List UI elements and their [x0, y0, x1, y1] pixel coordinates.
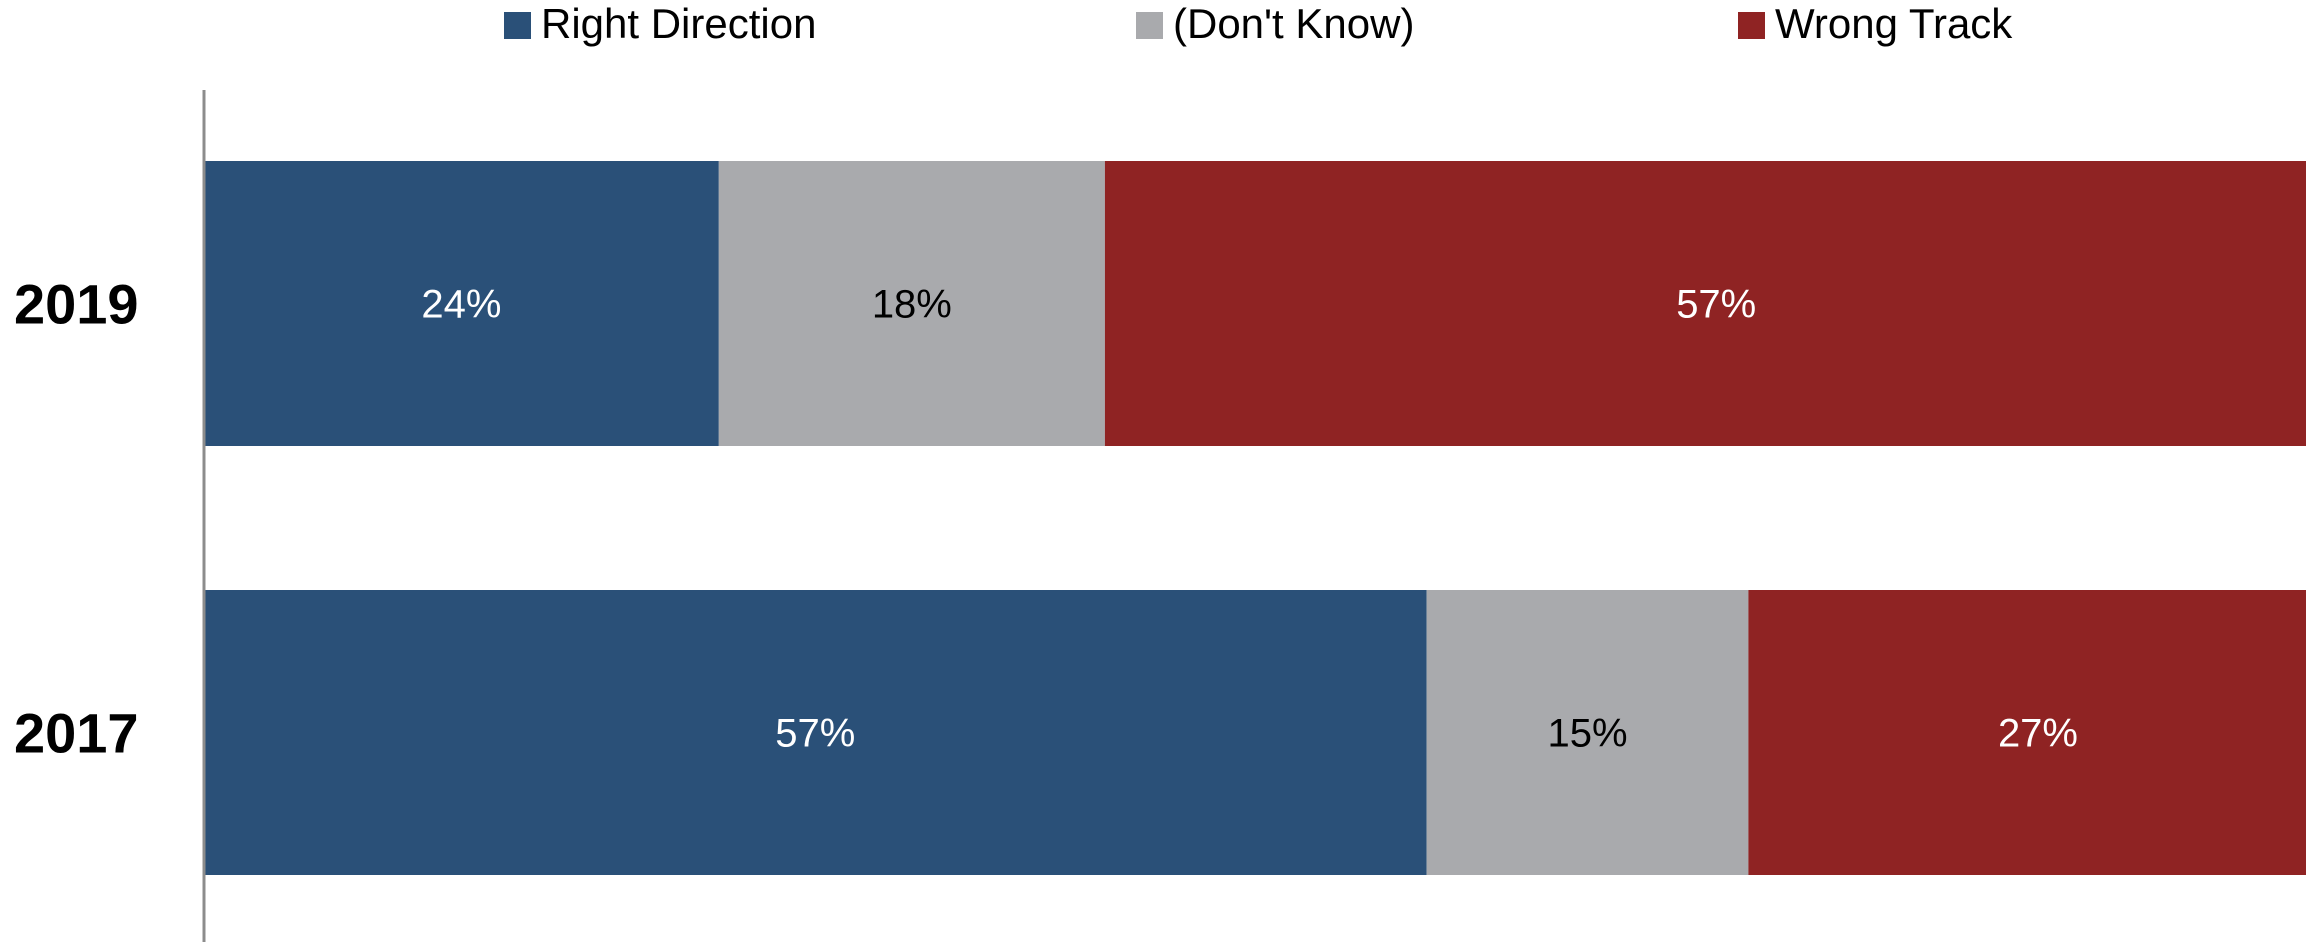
- legend-swatch-don-t-know: [1136, 12, 1163, 39]
- legend-label-right-direction: Right Direction: [541, 0, 816, 47]
- data-label-2017-right-direction: 57%: [775, 712, 855, 756]
- legend-swatch-right-direction: [504, 12, 531, 39]
- data-label-2017-don-t-know: 15%: [1547, 712, 1627, 756]
- category-label-2017: 2017: [14, 702, 139, 765]
- data-label-2019-don-t-know: 18%: [872, 283, 952, 327]
- bar-2017-wrong-track: [1748, 590, 2306, 875]
- legend: Right Direction (Don't Know) Wrong Track: [504, 0, 2013, 47]
- legend-label-wrong-track: Wrong Track: [1775, 0, 2013, 47]
- bar-2019-wrong-track: [1104, 161, 2306, 446]
- bars: 24% 18% 57% 57% 15% 27%: [204, 161, 2306, 875]
- category-label-2019: 2019: [14, 273, 139, 336]
- bar-2017-right-direction: [204, 590, 1427, 875]
- data-label-2019-right-direction: 24%: [421, 283, 501, 327]
- bar-2019-don-t-know: [718, 161, 1105, 446]
- legend-swatch-wrong-track: [1738, 12, 1765, 39]
- bar-2019-right-direction: [204, 161, 719, 446]
- legend-label-don-t-know: (Don't Know): [1173, 0, 1414, 47]
- bar-2017-don-t-know: [1426, 590, 1749, 875]
- category-labels: 2019 2017: [14, 273, 139, 765]
- data-label-2019-wrong-track: 57%: [1676, 283, 1756, 327]
- data-label-2017-wrong-track: 27%: [1998, 712, 2078, 756]
